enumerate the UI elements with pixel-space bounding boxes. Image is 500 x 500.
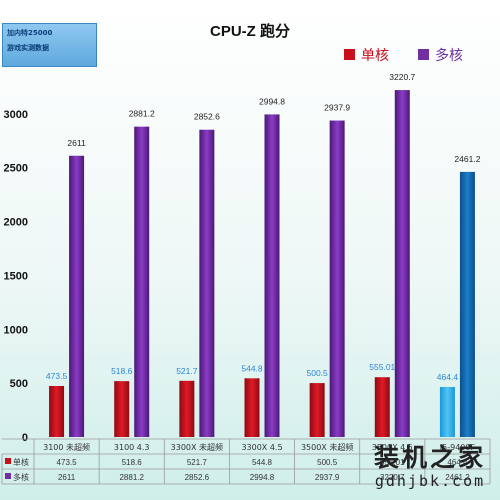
table-cell-single: 473.5 [57, 458, 78, 467]
bar-single [244, 378, 260, 437]
table-cell-multi: 2611 [58, 473, 76, 482]
category-label: 3300X 未超频 [171, 442, 223, 452]
y-tick-label: 3000 [4, 109, 28, 121]
data-label-single: 500.5 [307, 368, 329, 378]
bar-single [309, 383, 325, 437]
data-label-single: 518.6 [111, 366, 133, 376]
y-tick-label: 1000 [4, 324, 28, 336]
legend-swatch-single [344, 49, 355, 60]
table-cell-multi: 2994.8 [250, 473, 275, 482]
table-row-label-multi: 多核 [13, 472, 29, 482]
data-label-multi: 2852.6 [194, 112, 220, 122]
bar-multi [134, 126, 150, 438]
category-label: 3100 4.3 [114, 443, 150, 452]
table-cell-single: 500.5 [317, 458, 338, 467]
table-key-single [5, 458, 11, 464]
data-label-multi: 2937.9 [324, 103, 350, 113]
category-label: 3300X 4.5 [241, 443, 282, 452]
bar-multi [199, 129, 215, 437]
y-tick-label: 2000 [4, 217, 28, 229]
data-source-badge: 加内特25000 游戏实测数据 [2, 23, 97, 67]
bar-multi [69, 155, 85, 437]
category-label: 3500X 4.5 [372, 443, 413, 452]
table-cell-single: 464.4 [447, 458, 468, 467]
data-label-single: 521.7 [176, 366, 198, 376]
table-cell-multi: 3220.7 [380, 473, 405, 482]
table-cell-multi: 2461.2 [445, 473, 470, 482]
y-tick-label: 0 [22, 432, 28, 444]
watermark: 装机之家 gdhjbk.com [366, 443, 494, 489]
bar-multi [264, 114, 280, 437]
data-label-multi: 2994.8 [259, 96, 285, 106]
data-label-single: 464.4 [437, 372, 459, 382]
bar-single [439, 386, 455, 437]
table-key-multi [5, 473, 11, 479]
y-tick-label: 2500 [4, 163, 28, 175]
bar-single [114, 381, 130, 437]
table-cell-multi: 2852.6 [185, 473, 210, 482]
bar-single [374, 377, 390, 437]
table-cell-single: 518.6 [122, 458, 143, 467]
legend-label-single: 单核 [361, 48, 389, 64]
watermark-title: 装机之家 [373, 443, 486, 472]
bar-single [179, 380, 195, 437]
bar-multi [329, 120, 345, 437]
data-label-multi: 2611 [67, 138, 86, 148]
table-row-label-single: 单核 [13, 457, 29, 467]
bar-multi [459, 171, 475, 437]
badge-line-1: 加内特25000 [7, 29, 53, 37]
category-label: I5-9400F [440, 443, 476, 452]
data-label-single: 544.8 [241, 363, 263, 373]
y-tick-label: 500 [10, 378, 28, 390]
category-label: 3500X 未超频 [301, 442, 353, 452]
legend-label-multi: 多核 [435, 47, 463, 64]
bar-single [49, 385, 65, 437]
table-cell-single: 555.01 [380, 458, 405, 467]
data-label-multi: 3220.7 [389, 72, 415, 82]
badge-line-2: 游戏实测数据 [7, 44, 49, 52]
category-label: 3100 未超频 [43, 442, 90, 452]
data-label-multi: 2461.2 [454, 154, 480, 164]
y-tick-label: 1500 [4, 270, 28, 282]
table-cell-multi: 2881.2 [119, 473, 144, 482]
data-label-single: 555.01 [369, 362, 395, 372]
bar-multi [394, 90, 410, 438]
chart-title: CPU-Z 跑分 [210, 22, 290, 40]
watermark-url: gdhjbk.com [374, 472, 486, 490]
data-label-single: 473.5 [46, 371, 68, 381]
table-cell-single: 521.7 [187, 458, 208, 467]
data-label-multi: 2881.2 [129, 109, 155, 119]
table-cell-multi: 2937.9 [315, 473, 340, 482]
table-cell-single: 544.8 [252, 458, 273, 467]
legend-swatch-multi [418, 49, 429, 60]
